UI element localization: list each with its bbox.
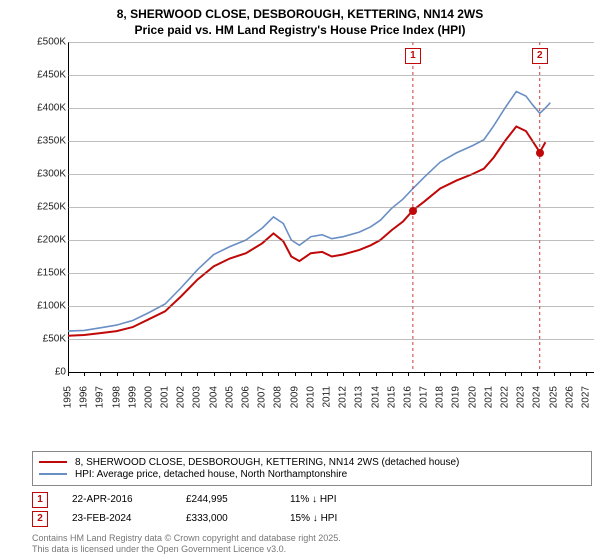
sale-point-diff: 11% ↓ HPI <box>290 494 337 505</box>
chart-area: £0 £50K £100K £150K £200K £250K £300K £350K £400… <box>32 42 594 402</box>
sale-point-key: 1 <box>32 492 48 508</box>
x-tick-label: 2016 <box>402 386 413 408</box>
sale-dot <box>536 149 544 157</box>
legend-row-hpi: HPI: Average price, detached house, Nort… <box>39 469 585 480</box>
sale-point-row: 1 22-APR-2016 £244,995 11% ↓ HPI <box>32 492 592 508</box>
source-attribution: Contains HM Land Registry data © Crown c… <box>32 533 592 556</box>
x-tick-label: 2022 <box>499 386 510 408</box>
x-tick-label: 2023 <box>516 386 527 408</box>
sale-point-diff: 15% ↓ HPI <box>290 513 337 524</box>
source-line2: This data is licensed under the Open Gov… <box>32 544 592 556</box>
x-tick-label: 2021 <box>483 386 494 408</box>
x-tick-label: 2006 <box>241 386 252 408</box>
x-axis-labels: 1995199619971998199920002001200220032004… <box>68 372 594 402</box>
x-tick-label: 2007 <box>257 386 268 408</box>
legend-row-property: 8, SHERWOOD CLOSE, DESBOROUGH, KETTERING… <box>39 457 585 468</box>
y-tick-label: £50K <box>32 334 66 345</box>
sale-point-price: £333,000 <box>186 513 266 524</box>
y-tick-label: £450K <box>32 70 66 81</box>
source-line1: Contains HM Land Registry data © Crown c… <box>32 533 592 545</box>
x-tick-label: 2005 <box>224 386 235 408</box>
x-tick-label: 2004 <box>208 386 219 408</box>
x-tick-label: 1996 <box>79 386 90 408</box>
x-tick-label: 2014 <box>370 386 381 408</box>
y-tick-label: £100K <box>32 301 66 312</box>
y-tick-label: £150K <box>32 268 66 279</box>
x-tick-label: 1997 <box>95 386 106 408</box>
x-tick-label: 2013 <box>354 386 365 408</box>
x-tick-label: 2009 <box>289 386 300 408</box>
y-tick-label: £300K <box>32 169 66 180</box>
legend-label-property: 8, SHERWOOD CLOSE, DESBOROUGH, KETTERING… <box>75 457 459 468</box>
y-tick-label: £500K <box>32 37 66 48</box>
chart-title: 8, SHERWOOD CLOSE, DESBOROUGH, KETTERING… <box>6 6 594 38</box>
legend-label-hpi: HPI: Average price, detached house, Nort… <box>75 469 347 480</box>
title-line2: Price paid vs. HM Land Registry's House … <box>6 22 594 38</box>
plot-area: £0£50K£100K£150K£200K£250K£300K£350K£400… <box>68 42 594 373</box>
x-tick-label: 2015 <box>386 386 397 408</box>
y-tick-label: £250K <box>32 202 66 213</box>
x-tick-label: 1995 <box>63 386 74 408</box>
x-tick-label: 1999 <box>127 386 138 408</box>
x-tick-label: 2008 <box>273 386 284 408</box>
title-line1: 8, SHERWOOD CLOSE, DESBOROUGH, KETTERING… <box>6 6 594 22</box>
x-tick-label: 2019 <box>451 386 462 408</box>
x-tick-label: 2026 <box>564 386 575 408</box>
legend: 8, SHERWOOD CLOSE, DESBOROUGH, KETTERING… <box>32 451 592 486</box>
x-tick-label: 2027 <box>580 386 591 408</box>
x-tick-label: 2001 <box>160 386 171 408</box>
x-tick-label: 2010 <box>305 386 316 408</box>
y-tick-label: £200K <box>32 235 66 246</box>
x-tick-label: 2024 <box>532 386 543 408</box>
x-tick-label: 2000 <box>143 386 154 408</box>
sale-dot <box>409 207 417 215</box>
x-tick-label: 2017 <box>419 386 430 408</box>
x-tick-label: 2020 <box>467 386 478 408</box>
sale-point-key: 2 <box>32 511 48 527</box>
sale-points-list: 1 22-APR-2016 £244,995 11% ↓ HPI 2 23-FEB-202… <box>32 492 592 527</box>
sale-point-date: 22-APR-2016 <box>72 494 162 505</box>
y-tick-label: £0 <box>32 367 66 378</box>
sale-point-price: £244,995 <box>186 494 266 505</box>
x-tick-label: 2002 <box>176 386 187 408</box>
legend-swatch-property <box>39 461 67 463</box>
x-tick-label: 2018 <box>435 386 446 408</box>
x-tick-label: 2003 <box>192 386 203 408</box>
sale-marker: 2 <box>532 48 548 64</box>
sale-point-row: 2 23-FEB-2024 £333,000 15% ↓ HPI <box>32 511 592 527</box>
legend-swatch-hpi <box>39 473 67 475</box>
x-tick-label: 2011 <box>321 386 332 408</box>
y-tick-label: £350K <box>32 136 66 147</box>
sale-marker: 1 <box>405 48 421 64</box>
chart-footer: 8, SHERWOOD CLOSE, DESBOROUGH, KETTERING… <box>32 451 592 556</box>
x-tick-label: 2012 <box>338 386 349 408</box>
sale-point-date: 23-FEB-2024 <box>72 513 162 524</box>
x-tick-label: 2025 <box>548 386 559 408</box>
y-tick-label: £400K <box>32 103 66 114</box>
x-tick-label: 1998 <box>111 386 122 408</box>
